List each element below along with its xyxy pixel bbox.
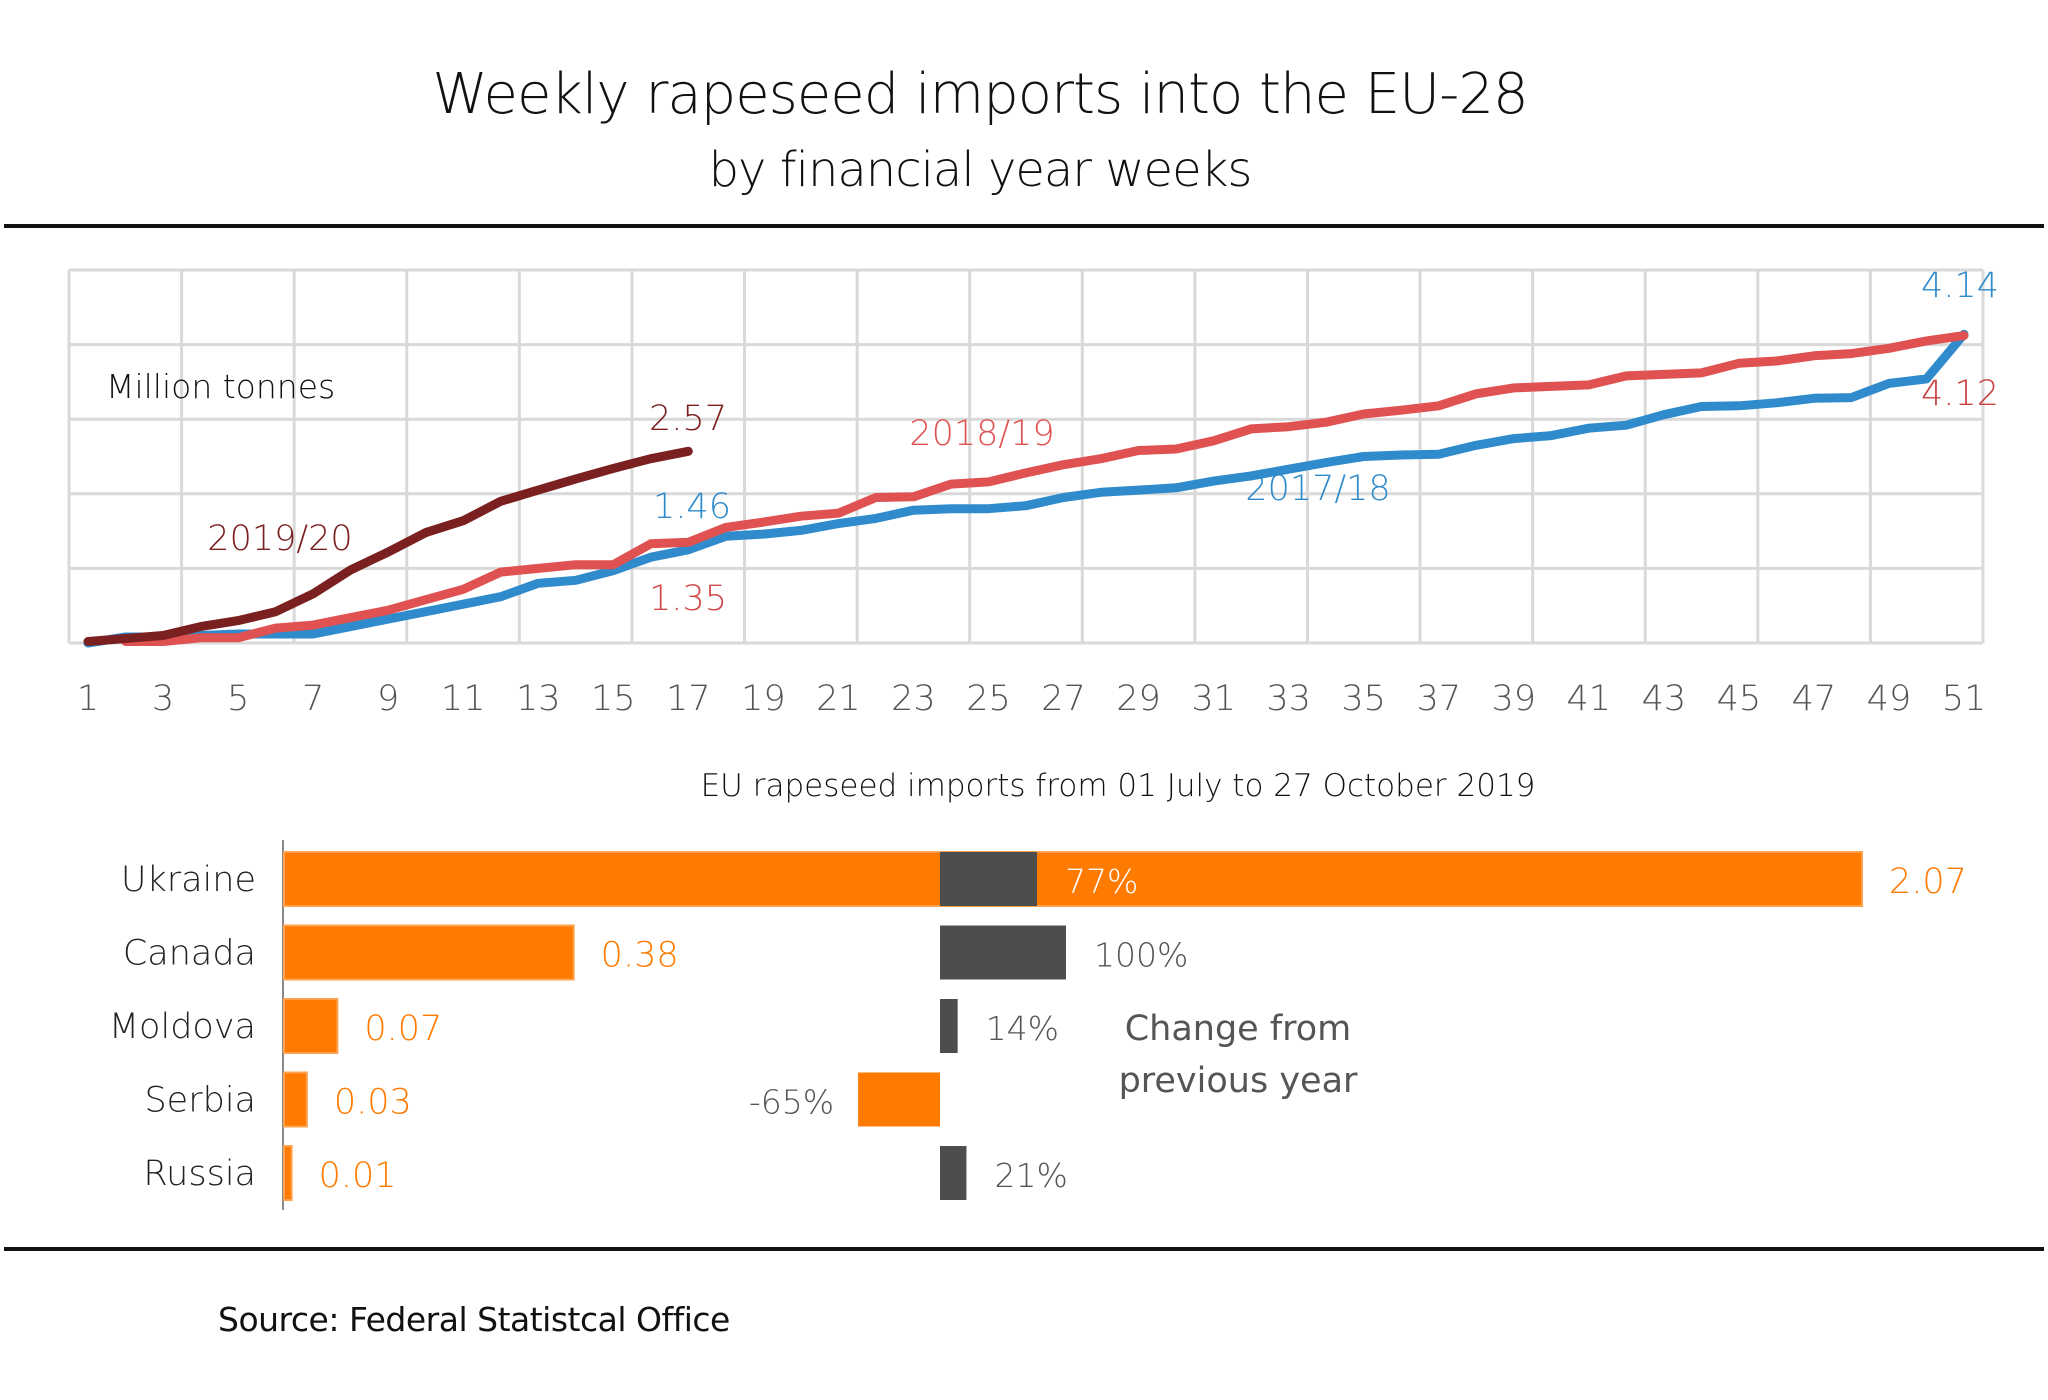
chart-subtitle: by financial year weeks [708, 142, 1253, 198]
x-tick-label: 21 [816, 679, 861, 719]
import-value-label: 0.07 [364, 1009, 442, 1049]
import-bar-canada [283, 924, 575, 981]
change-legend-line-1: Change from [1125, 1009, 1352, 1049]
import-value-label: 2.07 [1889, 862, 1967, 902]
import-value-label: 0.03 [334, 1083, 412, 1123]
x-tick-label: 5 [227, 679, 249, 719]
x-tick-label: 25 [966, 679, 1011, 719]
x-tick-label: 41 [1567, 679, 1612, 719]
line-chart-labels: Million tonnes 2.57 2019/20 1.46 1.35 2018/19… [106, 266, 1999, 619]
x-tick-label: 7 [302, 679, 324, 719]
change-legend-line-2: previous year [1119, 1061, 1358, 1101]
bar-chart-bars: Ukraine 2.07 Canada 0.38 Moldova 0.07 Serbia 0.… [109, 840, 1967, 1210]
x-tick-label: 31 [1191, 679, 1236, 719]
label-2017-18-mid: 1.46 [653, 487, 731, 527]
x-tick-label: 19 [741, 679, 786, 719]
change-bar-moldova [940, 999, 958, 1053]
series-line-2017-18 [83, 329, 1969, 648]
label-2019-20-name: 2019/20 [207, 519, 352, 559]
x-tick-label: 51 [1942, 679, 1987, 719]
x-tick-label: 35 [1341, 679, 1386, 719]
unit-label: Million tonnes [106, 367, 335, 406]
category-label: Serbia [144, 1081, 256, 1121]
series-line-2019-20 [83, 446, 693, 646]
category-label: Ukraine [121, 860, 256, 900]
category-label: Moldova [109, 1007, 256, 1047]
change-bars: 77% 100% 14% -65% 21% [749, 852, 1188, 1200]
import-bar-moldova [283, 998, 339, 1054]
change-value-label: -65% [749, 1083, 834, 1122]
x-tick-label: 47 [1792, 679, 1837, 719]
label-2018-19-name: 2018/19 [909, 414, 1054, 454]
import-bar-serbia [283, 1071, 308, 1128]
change-value-label: 100% [1094, 936, 1188, 975]
chart-title: Weekly rapeseed imports into the EU-28 [432, 62, 1528, 127]
label-2017-18-end: 4.14 [1921, 266, 1999, 306]
x-tick-label: 23 [891, 679, 936, 719]
x-tick-label: 1 [77, 679, 99, 719]
change-value-label: 14% [986, 1009, 1059, 1048]
x-tick-label: 43 [1642, 679, 1687, 719]
x-tick-label: 13 [516, 679, 561, 719]
x-tick-label: 11 [441, 679, 486, 719]
line-chart-grid [67, 268, 1985, 645]
import-bar-russia [283, 1145, 293, 1201]
bar-chart-title: EU rapeseed imports from 01 July to 27 O… [701, 768, 1536, 804]
x-axis-ticks: 1 3 5 7 9 11 13 15 17 19 21 23 25 27 29 31 33 35 37 39 41 43 4… [77, 679, 1986, 719]
label-2018-19-end: 4.12 [1921, 374, 1999, 414]
change-bar-ukraine [940, 852, 1038, 906]
series-line-2018-19 [121, 331, 1969, 646]
change-value-label: 77% [1065, 862, 1138, 901]
x-tick-label: 15 [591, 679, 636, 719]
import-value-label: 0.01 [319, 1156, 397, 1196]
change-bar-canada [940, 925, 1066, 980]
top-divider [4, 224, 2044, 228]
import-value-label: 0.38 [601, 936, 679, 976]
x-tick-label: 17 [666, 679, 711, 719]
x-tick-label: 29 [1116, 679, 1161, 719]
x-tick-label: 37 [1416, 679, 1461, 719]
bottom-divider [4, 1247, 2044, 1251]
label-2018-19-mid: 1.35 [649, 579, 727, 619]
label-2019-20-end: 2.57 [649, 399, 727, 439]
source-note: Source: Federal Statistcal Office [218, 1300, 730, 1339]
x-tick-label: 45 [1717, 679, 1762, 719]
category-label: Canada [123, 934, 256, 974]
line-chart: Million tonnes 2.57 2019/20 1.46 1.35 2018/19… [67, 266, 1999, 719]
x-tick-label: 3 [152, 679, 174, 719]
x-tick-label: 9 [377, 679, 399, 719]
x-tick-label: 39 [1491, 679, 1536, 719]
import-bar-ukraine [283, 851, 1863, 907]
x-tick-label: 33 [1266, 679, 1311, 719]
change-bar-serbia [858, 1072, 940, 1127]
label-2017-18-name: 2017/18 [1245, 469, 1390, 509]
line-chart-series [83, 329, 1969, 648]
category-label: Russia [143, 1154, 256, 1194]
x-tick-label: 27 [1041, 679, 1086, 719]
change-bar-russia [940, 1146, 967, 1200]
x-tick-label: 49 [1867, 679, 1912, 719]
bar-chart: EU rapeseed imports from 01 July to 27 O… [109, 768, 1967, 1210]
change-value-label: 21% [994, 1156, 1067, 1195]
